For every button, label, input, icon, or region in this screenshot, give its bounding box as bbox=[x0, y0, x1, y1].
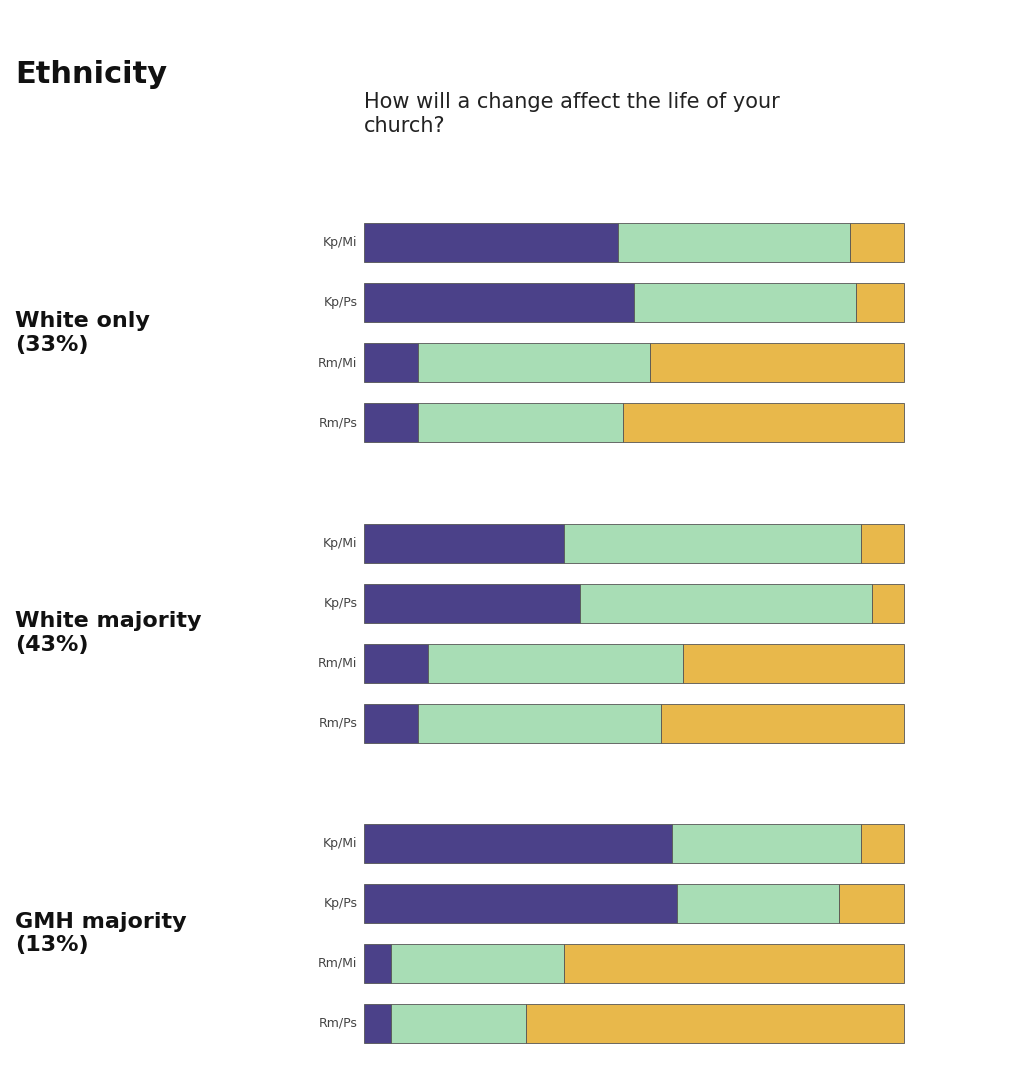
Text: Rm/Ps: Rm/Ps bbox=[318, 416, 357, 429]
Bar bbox=[650, 344, 904, 382]
Text: Rm/Mi: Rm/Mi bbox=[318, 356, 357, 369]
Bar bbox=[364, 583, 580, 622]
Bar bbox=[428, 643, 683, 682]
Bar bbox=[525, 1004, 904, 1043]
Bar bbox=[364, 284, 634, 322]
Bar bbox=[364, 643, 428, 682]
Bar bbox=[563, 523, 861, 562]
Bar bbox=[364, 823, 672, 863]
Bar bbox=[364, 344, 418, 382]
Bar bbox=[861, 523, 904, 562]
Text: Rm/Ps: Rm/Ps bbox=[318, 1017, 357, 1030]
Text: Kp/Mi: Kp/Mi bbox=[323, 836, 357, 850]
Bar bbox=[364, 403, 418, 442]
Bar bbox=[563, 943, 904, 983]
Bar bbox=[364, 224, 617, 262]
Bar bbox=[364, 703, 418, 743]
Bar bbox=[580, 583, 871, 622]
Bar bbox=[364, 523, 563, 562]
Text: Rm/Mi: Rm/Mi bbox=[318, 957, 357, 970]
Bar bbox=[660, 703, 904, 743]
Bar bbox=[418, 703, 660, 743]
Bar bbox=[418, 403, 623, 442]
Bar bbox=[418, 344, 650, 382]
Bar bbox=[850, 224, 904, 262]
Text: Kp/Ps: Kp/Ps bbox=[324, 296, 357, 309]
Bar bbox=[364, 943, 390, 983]
Bar bbox=[677, 883, 840, 923]
Bar bbox=[617, 224, 850, 262]
Text: Kp/Ps: Kp/Ps bbox=[324, 596, 357, 609]
Text: White majority
(43%): White majority (43%) bbox=[15, 612, 202, 655]
Bar bbox=[672, 823, 861, 863]
Text: GMH majority
(13%): GMH majority (13%) bbox=[15, 912, 187, 954]
Bar bbox=[855, 284, 904, 322]
Bar bbox=[871, 583, 904, 622]
Text: Ethnicity: Ethnicity bbox=[15, 60, 168, 90]
Bar bbox=[634, 284, 855, 322]
Text: White only
(33%): White only (33%) bbox=[15, 311, 151, 355]
Bar bbox=[364, 1004, 390, 1043]
Text: Kp/Mi: Kp/Mi bbox=[323, 236, 357, 249]
Text: Rm/Mi: Rm/Mi bbox=[318, 656, 357, 669]
Text: Kp/Ps: Kp/Ps bbox=[324, 897, 357, 910]
Bar bbox=[390, 943, 563, 983]
Bar bbox=[623, 403, 904, 442]
Bar bbox=[840, 883, 904, 923]
Text: How will a change affect the life of your
church?: How will a change affect the life of you… bbox=[364, 92, 779, 136]
Bar bbox=[390, 1004, 525, 1043]
Text: Rm/Ps: Rm/Ps bbox=[318, 716, 357, 729]
Bar bbox=[861, 823, 904, 863]
Bar bbox=[683, 643, 904, 682]
Bar bbox=[364, 883, 677, 923]
Text: Kp/Mi: Kp/Mi bbox=[323, 536, 357, 549]
